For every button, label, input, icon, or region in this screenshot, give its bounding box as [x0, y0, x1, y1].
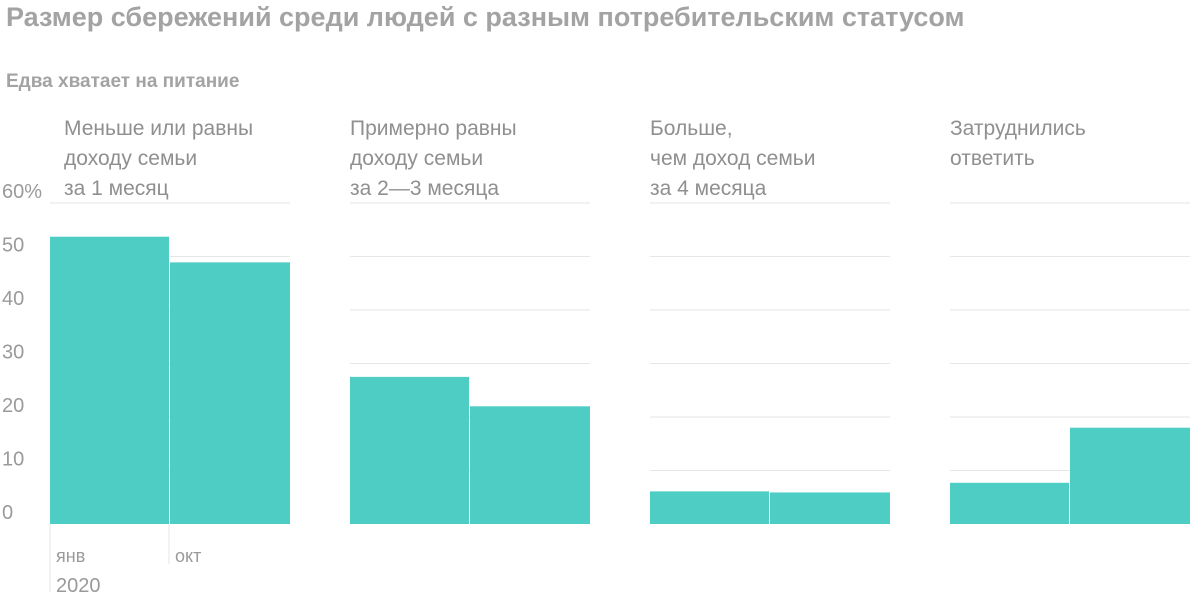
panel-title-1: Меньше или равны доходу семьи за 1 месяц: [64, 117, 254, 200]
y-tick-label: 20: [2, 395, 24, 417]
bar: [350, 376, 469, 524]
chart-title: Размер сбережений среди людей с разным п…: [6, 2, 965, 32]
panel-title-4: Затруднились ответить: [950, 117, 1086, 170]
panel-title-3: Больше, чем доход семьи за 4 месяца: [650, 117, 816, 200]
y-tick-label: 0: [2, 502, 13, 524]
x-year-label: 2020: [56, 575, 101, 597]
bar: [470, 406, 590, 524]
x-tick-label: окт: [175, 546, 201, 566]
y-tick-label: 30: [2, 342, 24, 364]
y-tick-label: 50: [2, 235, 24, 257]
panel-title-2: Примерно равны доходу семьи за 2—3 месяц…: [350, 117, 517, 200]
y-tick-label: 40: [2, 288, 24, 310]
y-tick-label: 60%: [2, 181, 42, 203]
bar: [50, 236, 169, 524]
y-tick-label: 10: [2, 449, 24, 471]
bar: [650, 491, 769, 524]
bar: [170, 262, 290, 524]
bar: [950, 482, 1069, 524]
bar: [770, 492, 890, 524]
x-tick-label: янв: [56, 546, 85, 566]
bar: [1070, 427, 1190, 524]
chart-subtitle: Едва хватает на питание: [6, 71, 240, 92]
